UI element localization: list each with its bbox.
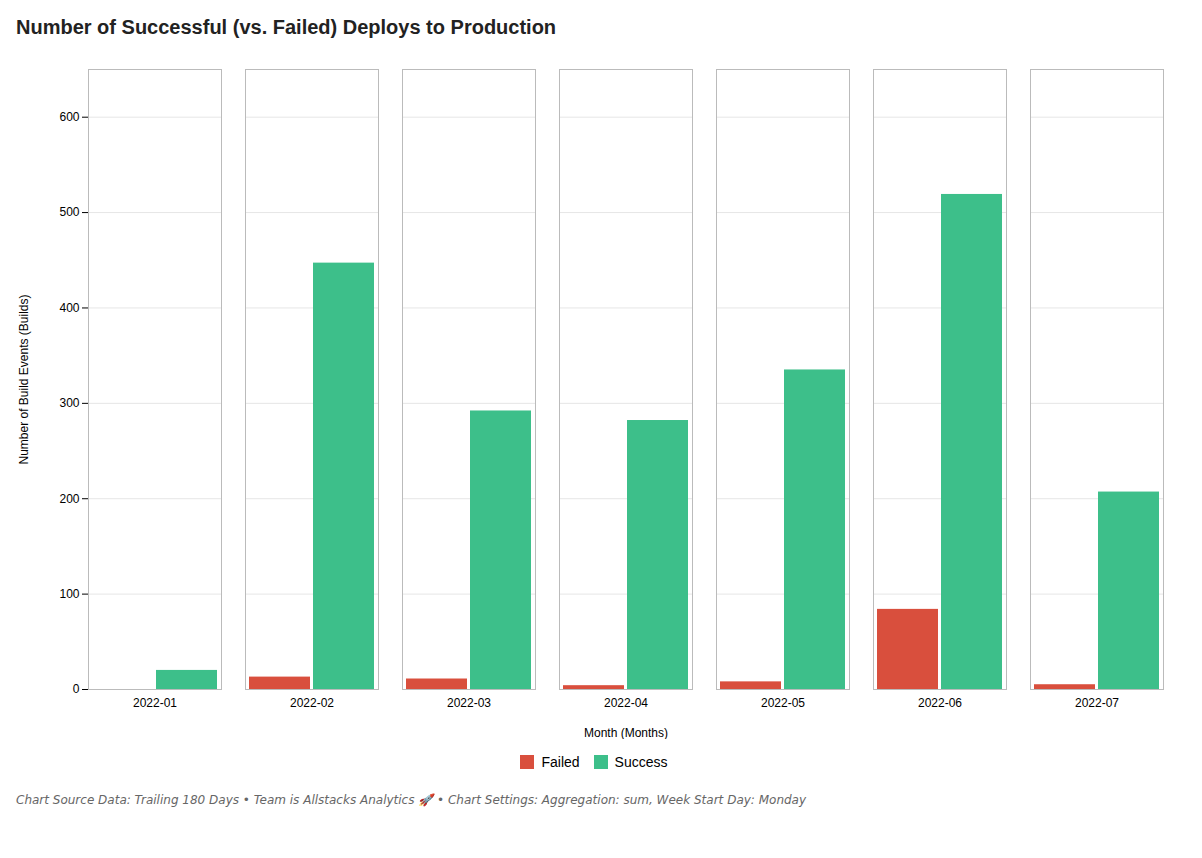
svg-text:100: 100 xyxy=(59,587,79,601)
svg-text:400: 400 xyxy=(59,301,79,315)
svg-text:600: 600 xyxy=(59,110,79,124)
svg-text:2022-03: 2022-03 xyxy=(447,696,491,710)
svg-text:2022-02: 2022-02 xyxy=(290,696,334,710)
svg-text:2022-05: 2022-05 xyxy=(761,696,805,710)
svg-text:500: 500 xyxy=(59,205,79,219)
html-text:Failed: Failed xyxy=(541,753,580,770)
svg-text:2022-01: 2022-01 xyxy=(133,696,177,710)
svg-text:Month (Months): Month (Months) xyxy=(584,726,668,740)
html-text:Chart Source Data: Trailing 18: Chart Source Data: Trailing 180 Days • T… xyxy=(16,793,807,807)
svg-text:200: 200 xyxy=(59,492,79,506)
svg-text:300: 300 xyxy=(59,396,79,410)
svg-text:2022-07: 2022-07 xyxy=(1075,696,1119,710)
svg-text:2022-04: 2022-04 xyxy=(604,696,648,710)
html-text:Number of Successful (vs. Fail: Number of Successful (vs. Failed) Deploy… xyxy=(16,16,557,38)
svg-text:0: 0 xyxy=(73,682,80,696)
svg-text:Number of Build Events (Builds: Number of Build Events (Builds) xyxy=(17,294,31,464)
html-text:Success: Success xyxy=(614,753,668,770)
svg-text:2022-06: 2022-06 xyxy=(918,696,962,710)
